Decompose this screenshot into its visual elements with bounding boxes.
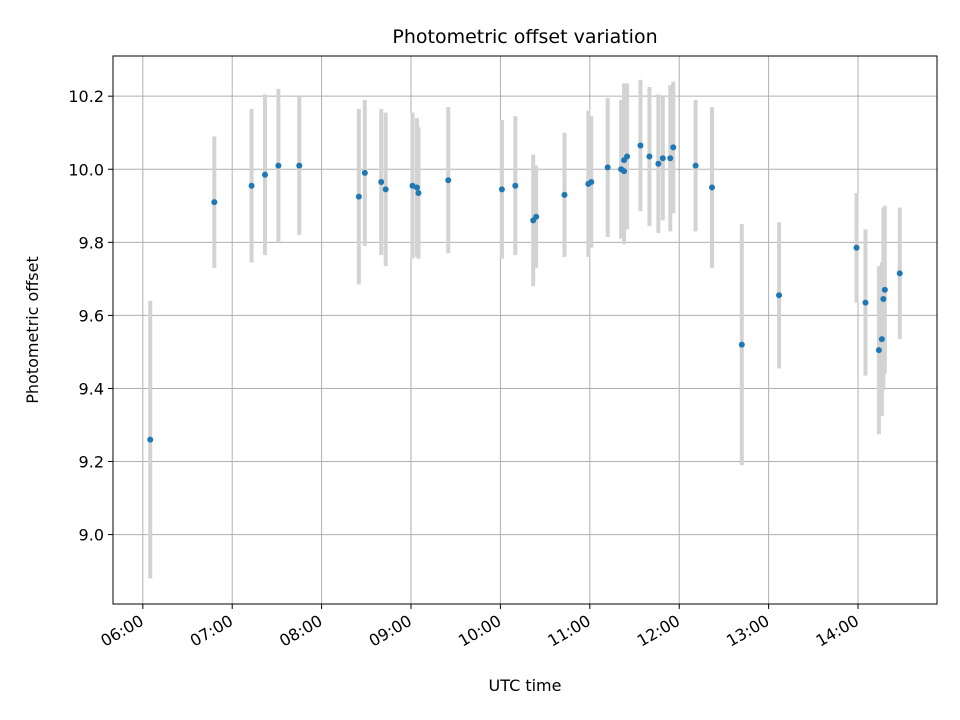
x-tick-label: 08:00 xyxy=(276,611,325,651)
data-point xyxy=(880,295,887,302)
data-point xyxy=(646,153,653,160)
data-point xyxy=(561,191,568,198)
data-point xyxy=(445,177,452,184)
x-tick-label: 12:00 xyxy=(634,611,683,651)
data-point xyxy=(853,244,860,251)
y-tick-label: 10.0 xyxy=(68,160,104,179)
data-point xyxy=(878,336,885,343)
x-axis: 06:00 07:00 08:00 09:00 10:00 11:00 12:00 13:00… xyxy=(97,604,862,651)
data-points xyxy=(147,142,903,443)
x-tick-label: 06:00 xyxy=(97,611,146,651)
data-point xyxy=(378,179,385,186)
data-point xyxy=(261,171,268,178)
y-tick-label: 9.6 xyxy=(79,306,104,325)
data-point xyxy=(637,142,644,149)
data-point xyxy=(621,168,628,175)
data-point xyxy=(667,155,674,162)
data-point xyxy=(361,169,368,176)
y-tick-label: 9.4 xyxy=(79,379,104,398)
x-tick-label: 11:00 xyxy=(544,611,593,651)
x-tick-label: 13:00 xyxy=(723,611,772,651)
x-tick-label: 10:00 xyxy=(455,611,504,651)
data-point xyxy=(382,186,389,193)
data-point xyxy=(659,155,666,162)
y-tick-label: 9.2 xyxy=(79,453,104,472)
y-tick-label: 9.8 xyxy=(79,233,104,252)
y-tick-label: 10.2 xyxy=(68,87,104,106)
data-point xyxy=(896,270,903,277)
data-point xyxy=(776,292,783,299)
data-point xyxy=(211,199,218,206)
data-point xyxy=(692,162,699,169)
data-point xyxy=(498,186,505,193)
y-axis: 9.0 9.2 9.4 9.6 9.8 10.0 10.2 xyxy=(68,87,113,545)
data-point xyxy=(588,179,595,186)
data-point xyxy=(275,162,282,169)
data-point xyxy=(147,436,154,443)
data-point xyxy=(248,182,255,189)
errorbars xyxy=(148,79,902,579)
data-point xyxy=(875,347,882,354)
plot-frame xyxy=(112,55,938,605)
x-tick-label: 14:00 xyxy=(813,611,862,651)
y-tick-label: 9.0 xyxy=(79,526,104,545)
x-tick-label: 09:00 xyxy=(366,611,415,651)
data-point xyxy=(881,286,888,293)
data-point xyxy=(415,190,422,196)
grid xyxy=(113,56,937,604)
data-point xyxy=(670,144,677,151)
chart-title: Photometric offset variation xyxy=(392,26,657,48)
data-point xyxy=(533,213,540,220)
data-point xyxy=(413,184,420,191)
data-point xyxy=(655,160,662,167)
y-axis-label: Photometric offset xyxy=(23,256,42,404)
data-point xyxy=(738,341,745,348)
data-point xyxy=(709,184,716,191)
data-point xyxy=(604,164,611,171)
data-point xyxy=(624,153,631,160)
data-point xyxy=(512,182,519,189)
data-point xyxy=(862,299,869,306)
x-tick-label: 07:00 xyxy=(187,611,236,651)
data-point xyxy=(355,193,362,200)
x-axis-label: UTC time xyxy=(489,676,562,695)
data-point xyxy=(296,162,303,169)
